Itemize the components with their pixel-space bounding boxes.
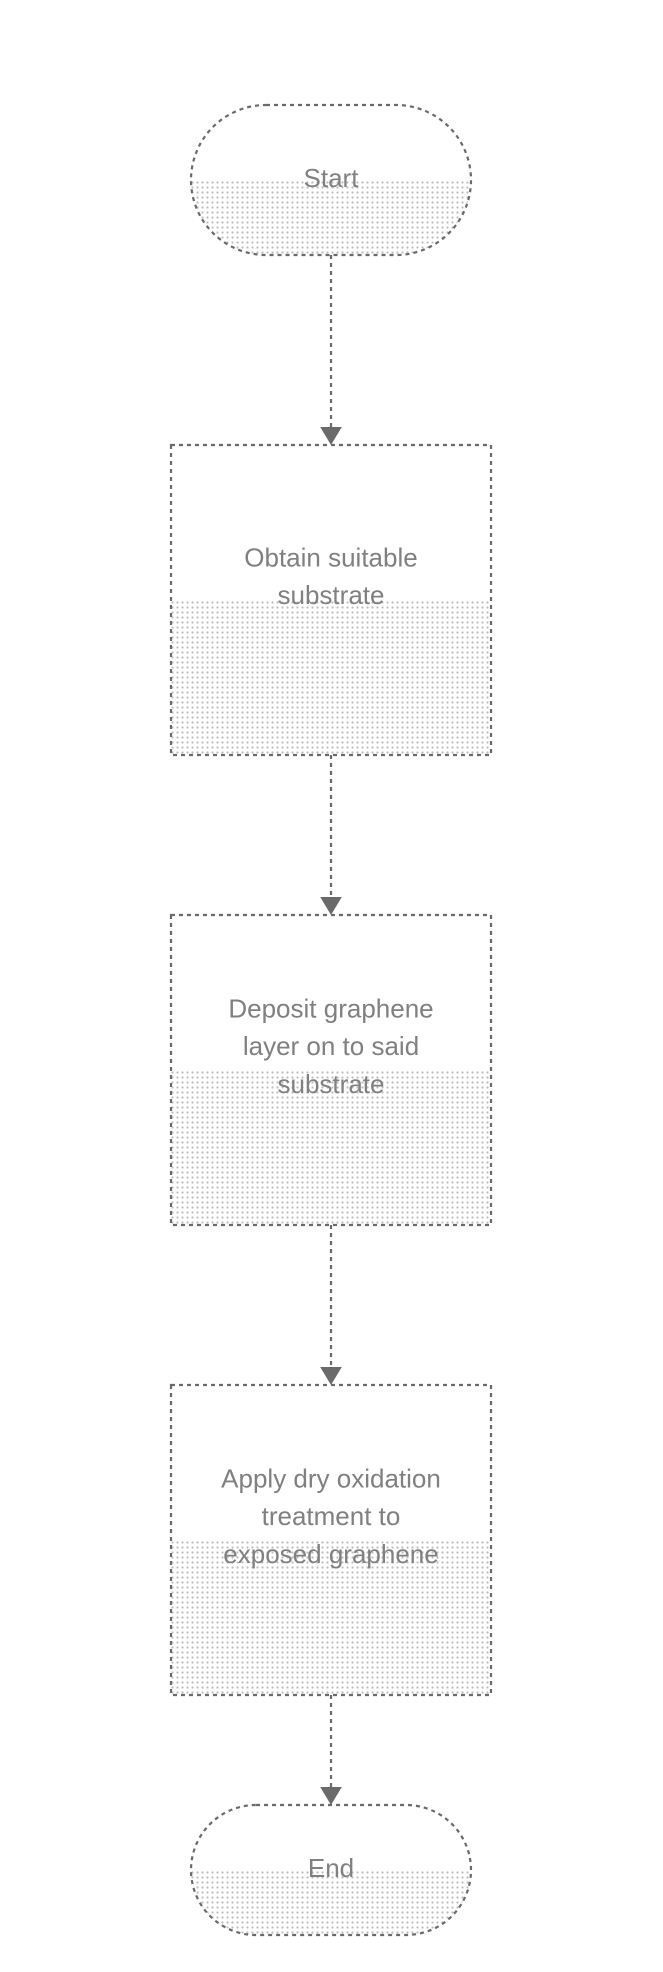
node-label: Obtain suitable: [244, 542, 417, 572]
node-label: exposed graphene: [223, 1539, 438, 1569]
node-label: layer on to said: [243, 1031, 419, 1061]
node-label: treatment to: [262, 1501, 401, 1531]
flow-node-start: Start: [191, 105, 471, 255]
flow-node-step3: Apply dry oxidation treatment to exposed g…: [171, 1385, 491, 1695]
node-label: End: [308, 1853, 354, 1883]
arrowhead-icon: [320, 1787, 342, 1805]
flow-node-step2: Deposit graphene layer on to said substrat…: [171, 915, 491, 1225]
arrowhead-icon: [320, 897, 342, 915]
flow-node-end: End: [191, 1805, 471, 1935]
arrowhead-icon: [320, 427, 342, 445]
node-label: substrate: [278, 1069, 385, 1099]
node-label: substrate: [278, 580, 385, 610]
flow-node-step1: Obtain suitable substrate: [171, 445, 491, 755]
arrowhead-icon: [320, 1367, 342, 1385]
node-label: Start: [304, 163, 360, 193]
flowchart-canvas: StartObtain suitablesubstrateDeposit gra…: [0, 0, 663, 1972]
node-label: Apply dry oxidation: [221, 1463, 441, 1493]
node-label: Deposit graphene: [228, 993, 433, 1023]
